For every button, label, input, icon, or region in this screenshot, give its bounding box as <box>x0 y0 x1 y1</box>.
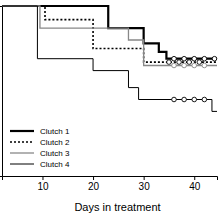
censor-mark <box>187 60 192 65</box>
legend-swatch <box>10 164 34 165</box>
censor-mark <box>192 63 197 68</box>
x-tick-label: 10 <box>37 181 49 192</box>
x-tick-label: 30 <box>139 181 151 192</box>
x-tick-mark <box>42 176 43 180</box>
x-axis: 10 20 30 40 <box>3 176 218 192</box>
censor-mark <box>202 97 207 102</box>
censor-mark <box>202 63 207 68</box>
censor-mark <box>212 56 217 61</box>
censor-mark <box>172 97 177 102</box>
legend-swatch <box>10 130 34 132</box>
censor-mark <box>182 56 187 61</box>
legend-label: Clutch 4 <box>40 160 70 169</box>
x-axis-line <box>3 177 218 181</box>
x-axis-title: Days in treatment <box>74 201 160 213</box>
x-tick-mark <box>93 176 94 180</box>
legend: Clutch 1 Clutch 2 Clutch 3 Clutch 4 <box>10 127 70 169</box>
censor-mark <box>177 60 182 65</box>
x-tick: 30 <box>139 176 151 192</box>
survival-line <box>2 6 217 62</box>
x-tick: 10 <box>37 176 49 192</box>
legend-swatch <box>10 141 34 143</box>
censor-mark <box>167 60 172 65</box>
censor-mark <box>197 60 202 65</box>
legend-label: Clutch 1 <box>40 127 70 136</box>
x-tick: 20 <box>88 176 100 192</box>
x-tick-mark <box>194 176 195 180</box>
censor-mark <box>172 56 177 61</box>
survival-line <box>2 6 217 66</box>
censor-mark <box>182 63 187 68</box>
x-tick-mark <box>144 176 145 180</box>
chart: 10203040Days in treatmentClutch 1Clutch … <box>0 0 218 218</box>
x-tick: 40 <box>189 176 201 192</box>
plot-area <box>2 6 217 111</box>
survival-line <box>2 6 217 59</box>
censor-mark <box>192 97 197 102</box>
legend-label: Clutch 2 <box>40 138 70 147</box>
censor-mark <box>172 63 177 68</box>
x-tick-label: 20 <box>88 181 100 192</box>
x-tick-label: 40 <box>189 181 201 192</box>
legend-label: Clutch 3 <box>40 149 70 158</box>
survival-line <box>2 6 217 111</box>
y-axis-line <box>0 7 3 177</box>
legend-swatch <box>10 152 34 153</box>
censor-mark <box>202 56 207 61</box>
y-axis <box>0 7 3 177</box>
censor-mark <box>192 56 197 61</box>
censor-mark <box>182 97 187 102</box>
